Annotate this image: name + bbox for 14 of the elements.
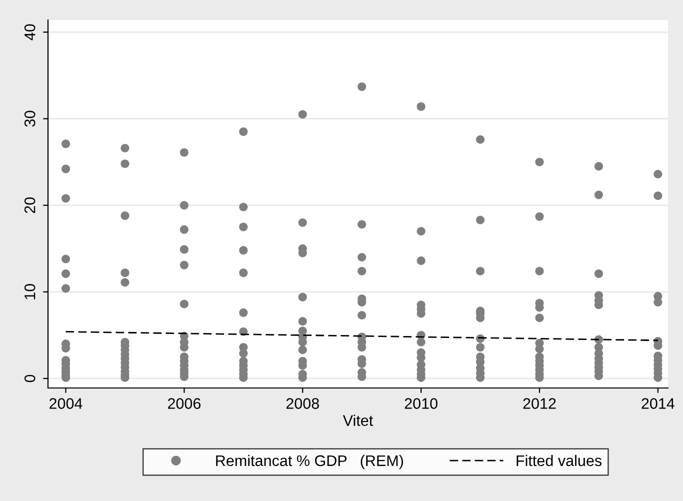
x-tick-label: 2004 bbox=[50, 398, 82, 409]
x-tick-label: 2008 bbox=[286, 398, 319, 409]
x-tick-label: 2014 bbox=[642, 398, 674, 409]
legend-label: Fitted values bbox=[516, 454, 602, 466]
y-tick-label: 0 bbox=[24, 374, 36, 382]
x-tick-label: 2012 bbox=[523, 398, 556, 409]
y-tick-label: 30 bbox=[24, 110, 36, 127]
y-tick-label: 10 bbox=[24, 284, 36, 300]
x-axis-title: Vitet bbox=[342, 414, 374, 426]
x-tick-label: 2010 bbox=[404, 398, 438, 409]
y-tick-label: 20 bbox=[24, 197, 36, 214]
x-tick-label: 2006 bbox=[168, 398, 201, 409]
legend-label: Remitancat % GDP (REM) bbox=[216, 454, 404, 470]
y-tick-label: 40 bbox=[24, 24, 36, 40]
